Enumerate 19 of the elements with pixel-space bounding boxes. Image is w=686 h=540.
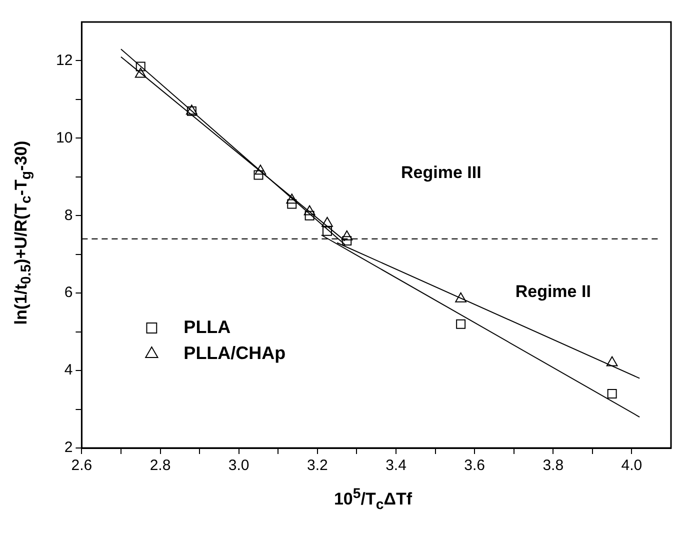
x-tick-label: 2.6 (71, 457, 92, 474)
x-tick-label: 3.4 (386, 457, 406, 474)
x-axis-title: 10$^{5}$/T$_{c}$ΔTf (332, 486, 414, 514)
y-tick-label: 4 (64, 362, 73, 379)
legend-label: PLLA (184, 316, 231, 337)
x-tick-label: 4.0 (621, 457, 642, 474)
x-tick-label: 3.8 (542, 457, 564, 474)
x-tick-label: 3.0 (228, 457, 250, 474)
y-tick-label: 6 (64, 284, 73, 302)
x-tick-label: 3.6 (464, 457, 485, 474)
annotation: Regime II (515, 282, 591, 302)
y-tick-label: 8 (64, 206, 73, 224)
legend-label: PLLA/CHAp (184, 342, 286, 363)
x-tick-label: 2.8 (150, 457, 171, 474)
x-tick-label: 3.2 (306, 457, 328, 474)
y-tick-label: 2 (64, 439, 73, 456)
y-tick-label: 10 (56, 129, 73, 146)
annotation: Regime III (401, 162, 482, 182)
y-tick-label: 12 (56, 52, 73, 69)
